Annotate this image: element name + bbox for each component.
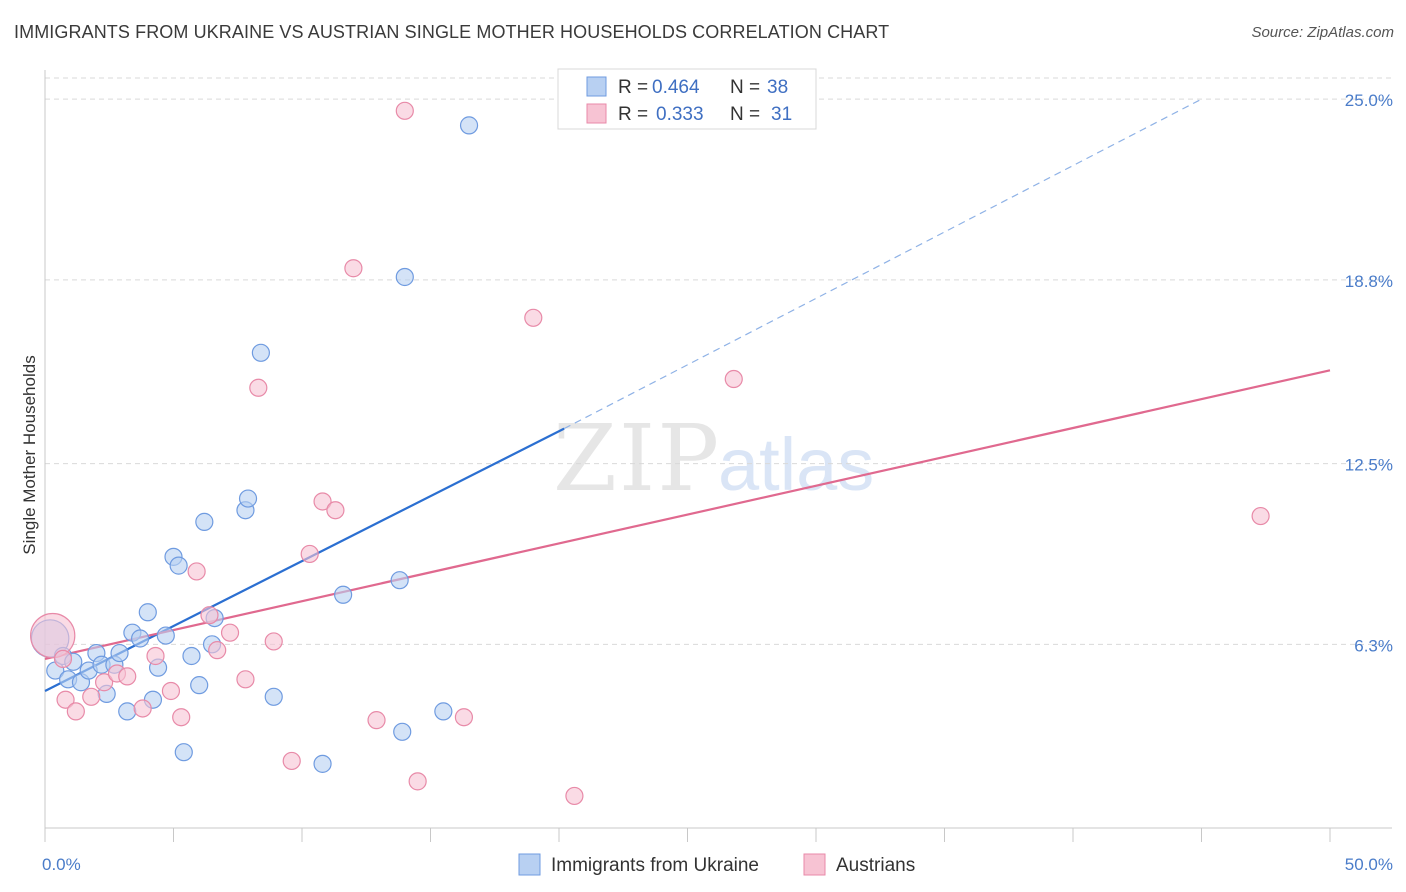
legend-n-label-1: N = [730, 77, 760, 98]
point-austrians-11 [172, 708, 191, 727]
legend-r-value-1: 0.464 [652, 77, 700, 98]
point-ukraine-12 [118, 702, 137, 721]
point-austrians-2 [56, 690, 75, 709]
point-ukraine-32 [334, 585, 353, 604]
point-ukraine-30 [264, 687, 283, 706]
point-austrians-9 [146, 646, 165, 666]
x-tick-label-0: 0.0% [42, 855, 81, 874]
point-austrians-19 [282, 751, 301, 771]
legend-r-label-1: R = [618, 77, 648, 98]
point-ukraine-21 [174, 743, 193, 762]
point-austrians-28 [524, 308, 543, 327]
data-points [30, 101, 1270, 806]
point-austrians-15 [220, 623, 240, 642]
point-austrians-1 [53, 649, 73, 669]
point-ukraine-11 [110, 643, 129, 663]
point-ukraine-28 [238, 489, 258, 508]
point-ukraine-33 [390, 571, 409, 590]
point-ukraine-18 [156, 626, 175, 645]
point-ukraine-35 [395, 267, 414, 287]
point-austrians-31 [1251, 506, 1270, 526]
y-tick-label-1: 12.5% [1345, 456, 1393, 475]
point-austrians-10 [161, 681, 181, 701]
point-austrians-29 [565, 786, 584, 806]
legend-n-label-2: N = [730, 104, 760, 125]
trendline-ukraine-extension [563, 98, 1202, 430]
trendline-austrians [44, 369, 1331, 660]
point-ukraine-22 [182, 646, 201, 666]
grid [45, 77, 1392, 645]
bottom-legend-swatch-pink [803, 853, 826, 876]
point-austrians-25 [395, 101, 414, 120]
point-austrians-22 [326, 501, 345, 520]
point-ukraine-24 [195, 512, 214, 531]
point-austrians-4 [82, 687, 101, 706]
x-tick-label-1: 50.0% [1345, 855, 1393, 874]
y-tick-labels: 6.3% 12.5% 18.8% 25.0% [1345, 91, 1393, 655]
y-tick-label-3: 25.0% [1345, 91, 1393, 110]
point-ukraine-14 [130, 629, 150, 648]
point-austrians-12 [187, 562, 206, 581]
point-ukraine-20 [169, 556, 188, 575]
point-ukraine-31 [313, 754, 332, 773]
legend-r-value-2: 0.333 [656, 104, 704, 125]
point-austrians-8 [133, 699, 152, 718]
point-austrians-14 [208, 641, 227, 660]
bottom-legend-swatch-blue [518, 853, 541, 876]
point-austrians-18 [264, 632, 283, 651]
point-austrians-23 [344, 259, 363, 278]
bottom-legend: Immigrants from Ukraine Austrians [518, 853, 915, 876]
bottom-legend-label-ukraine: Immigrants from Ukraine [551, 855, 759, 876]
top-legend: R = 0.464 N = 38 R = 0.333 N = 31 [557, 68, 817, 130]
point-austrians-21 [313, 492, 332, 511]
source-label: Source: ZipAtlas.com [1251, 24, 1394, 41]
y-tick-label-2: 18.8% [1345, 272, 1393, 291]
point-austrians-24 [367, 711, 386, 730]
point-austrians-20 [300, 544, 319, 564]
chart-title: IMMIGRANTS FROM UKRAINE VS AUSTRIAN SING… [14, 22, 890, 42]
y-tick-label-0: 6.3% [1354, 636, 1393, 655]
point-ukraine-36 [434, 702, 453, 721]
x-tick-labels: 0.0% 50.0% [42, 855, 1393, 874]
trendlines [44, 98, 1331, 692]
point-ukraine-23 [190, 676, 209, 695]
point-austrians-30 [724, 369, 743, 389]
legend-swatch-blue [586, 76, 607, 97]
bottom-legend-label-austrians: Austrians [836, 855, 915, 876]
legend-swatch-pink [586, 103, 607, 124]
point-austrians-13 [200, 606, 219, 625]
point-ukraine-37 [459, 116, 479, 135]
point-ukraine-29 [251, 343, 270, 362]
legend-n-value-2: 31 [771, 104, 792, 125]
legend-r-label-2: R = [618, 104, 648, 125]
point-austrians-16 [236, 670, 255, 689]
watermark-atlas: atlas [718, 423, 874, 506]
axes [44, 70, 1392, 842]
point-austrians-27 [454, 708, 474, 727]
point-austrians-7 [118, 667, 137, 686]
point-austrians-0 [30, 612, 76, 659]
point-austrians-17 [249, 378, 268, 397]
point-ukraine-34 [393, 722, 412, 741]
point-austrians-5 [95, 673, 114, 692]
point-austrians-3 [66, 702, 85, 721]
watermark-zip: ZIP [553, 405, 721, 512]
y-axis-label: Single Mother Households [20, 355, 39, 554]
point-austrians-26 [408, 772, 427, 791]
point-ukraine-15 [138, 603, 157, 622]
legend-n-value-1: 38 [767, 77, 788, 98]
